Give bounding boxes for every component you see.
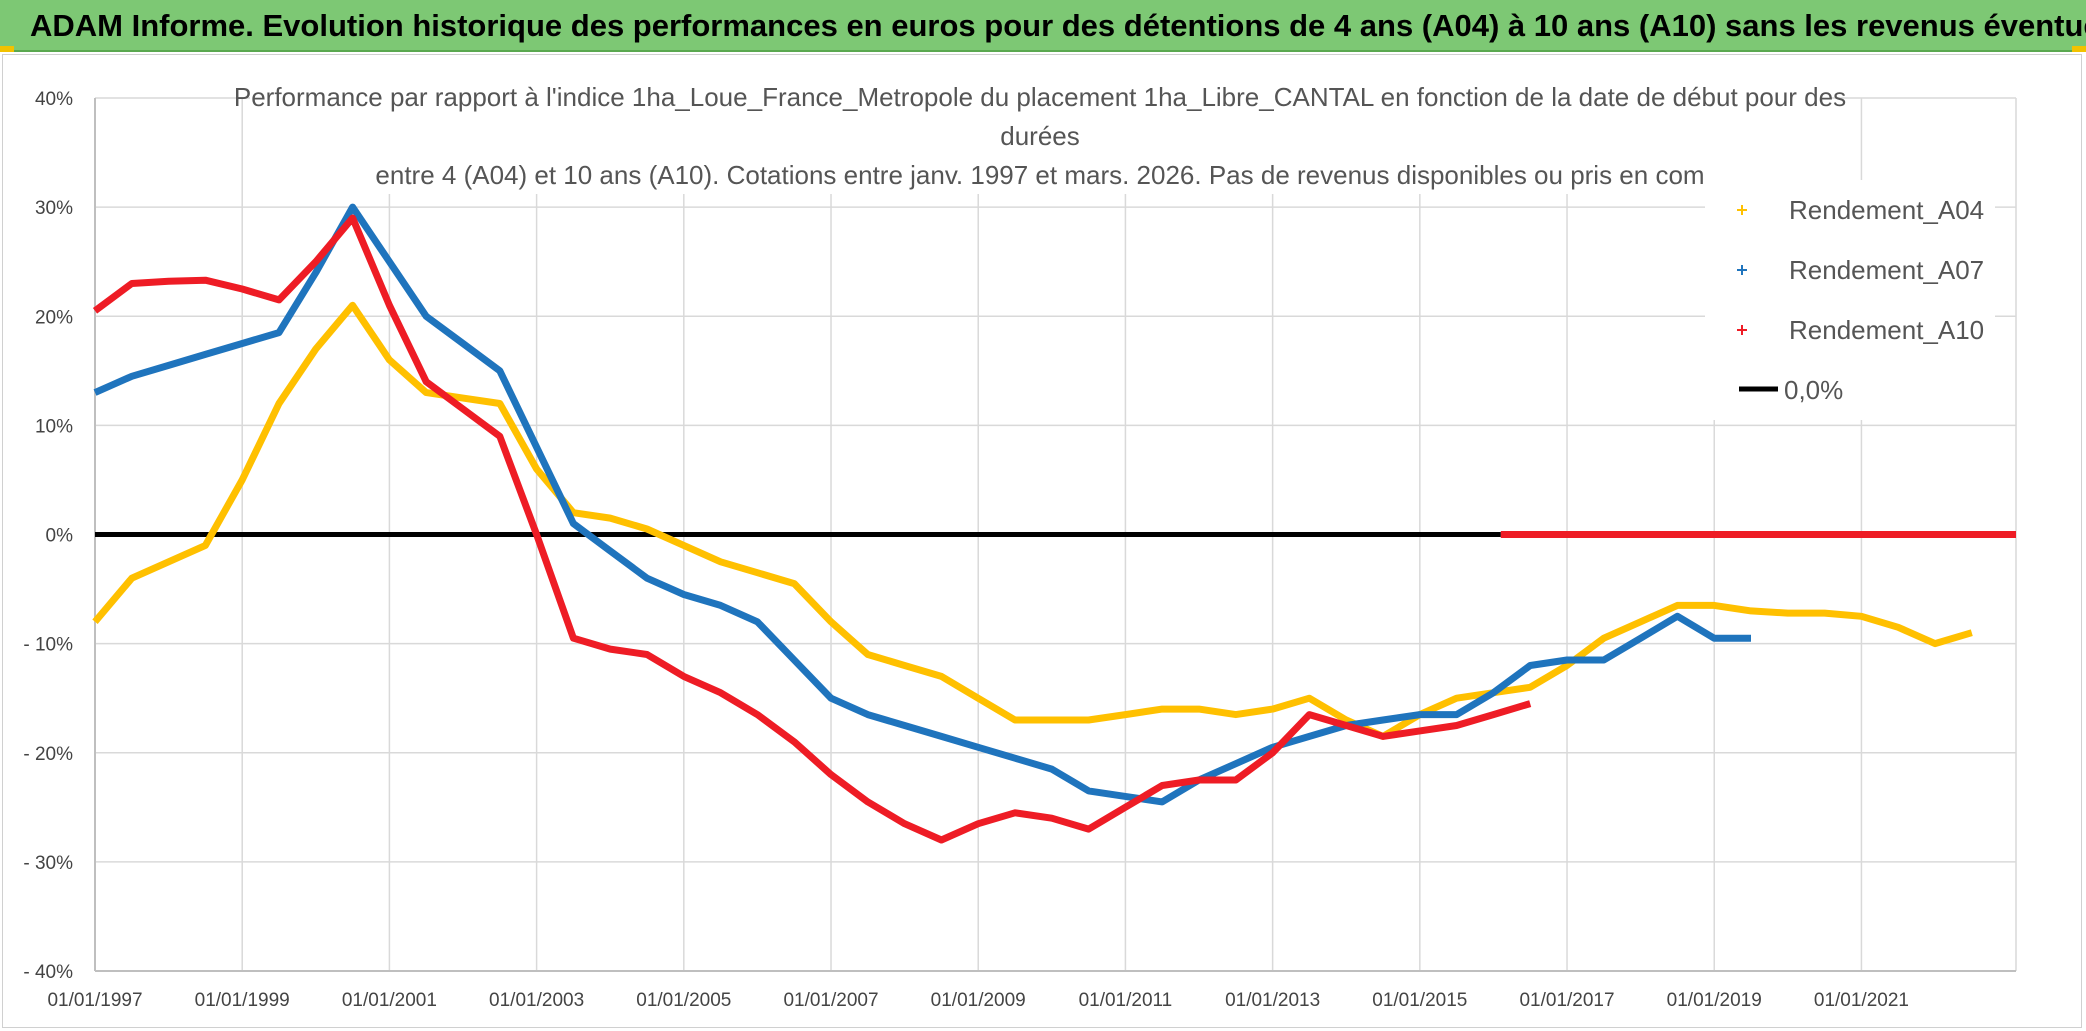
corner-accent-right (2072, 46, 2086, 52)
x-tick-label: 01/01/2005 (636, 990, 731, 1011)
x-tick-label: 01/01/1999 (195, 990, 290, 1011)
legend-label: Rendement_A07 (1789, 255, 1984, 285)
legend-plus-marker (1737, 205, 1747, 215)
x-tick-label: 01/01/2015 (1372, 990, 1467, 1011)
x-tick-label: 01/01/2011 (1079, 990, 1173, 1011)
legend-plus-marker (1737, 325, 1747, 335)
x-tick-label: 01/01/2013 (1225, 990, 1320, 1011)
chart-title: Performance par rapport à l'indice 1ha_L… (234, 78, 1846, 194)
x-tick-label: 01/01/2001 (342, 990, 437, 1011)
y-tick-label: 20% (35, 307, 73, 328)
x-tick-label: 01/01/2021 (1814, 990, 1909, 1011)
y-tick-label: - 10% (23, 635, 73, 656)
y-tick-label: - 30% (23, 853, 73, 874)
y-tick-label: - 40% (23, 962, 73, 983)
legend-plus-marker (1737, 265, 1747, 275)
legend-label: Rendement_A10 (1789, 315, 1984, 345)
series-line-rendement-a04 (92, 301, 1973, 740)
axes: 40% 30% 20% 10% 0% - 10% - 20% - 30% - 40% 01/01/… (23, 89, 2016, 1011)
x-tick-label: 01/01/2017 (1519, 990, 1614, 1011)
report-title: ADAM Informe. Evolution historique des p… (30, 8, 2086, 43)
report-banner: ADAM Informe. Evolution historique des p… (0, 0, 2086, 52)
legend-label: 0,0% (1784, 375, 1843, 405)
y-tick-label: 10% (35, 416, 73, 437)
y-tick-label: 40% (35, 89, 73, 110)
y-tick-label: - 20% (23, 744, 73, 765)
x-tick-label: 01/01/2019 (1667, 990, 1762, 1011)
chart-title-line-2: durées (1000, 121, 1080, 151)
y-tick-label: 0% (46, 526, 74, 547)
x-tick-label: 01/01/2003 (489, 990, 584, 1011)
chart-title-line-1: Performance par rapport à l'indice 1ha_L… (234, 82, 1846, 112)
series-line-rendement-a07 (93, 203, 1751, 806)
legend-background (1705, 180, 1995, 420)
y-tick-label: 30% (35, 198, 73, 219)
x-tick-label: 01/01/2007 (783, 990, 878, 1011)
x-tick-label: 01/01/2009 (931, 990, 1026, 1011)
series-lines (92, 203, 2016, 844)
legend-label: Rendement_A04 (1789, 195, 1984, 225)
x-tick-label: 01/01/1997 (47, 990, 142, 1011)
series-line-rendement-a10 (92, 214, 1532, 844)
legend: Rendement_A04 Rendement_A07 Rendement_A10 0… (1705, 180, 1995, 420)
corner-accent-left (0, 46, 14, 52)
chart-title-line-3: entre 4 (A04) et 10 ans (A10). Cotations… (375, 160, 1704, 190)
chart-frame (2, 54, 2082, 1028)
